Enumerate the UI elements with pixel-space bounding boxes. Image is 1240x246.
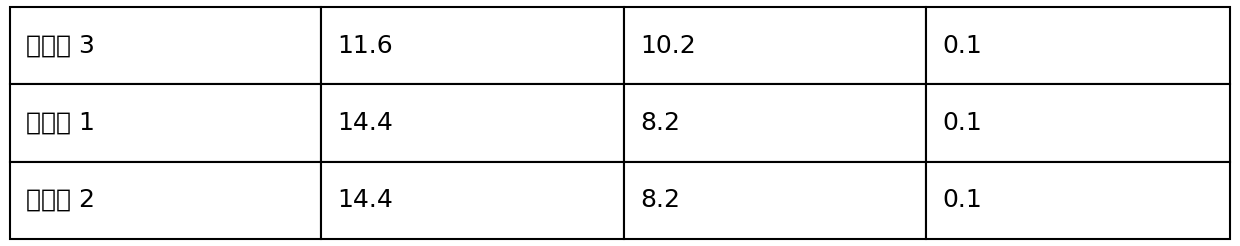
- Text: 14.4: 14.4: [337, 111, 393, 135]
- Text: 0.1: 0.1: [942, 111, 982, 135]
- Text: 14.4: 14.4: [337, 188, 393, 212]
- Bar: [624, 84, 926, 162]
- Text: 10.2: 10.2: [640, 34, 696, 58]
- Bar: [321, 7, 624, 84]
- Bar: [926, 162, 1230, 239]
- Bar: [10, 162, 321, 239]
- Text: 8.2: 8.2: [640, 111, 680, 135]
- Bar: [926, 7, 1230, 84]
- Text: 实施例 3: 实施例 3: [26, 34, 95, 58]
- Text: 0.1: 0.1: [942, 34, 982, 58]
- Bar: [321, 162, 624, 239]
- Text: 0.1: 0.1: [942, 188, 982, 212]
- Text: 11.6: 11.6: [337, 34, 393, 58]
- Bar: [624, 7, 926, 84]
- Bar: [10, 84, 321, 162]
- Bar: [10, 7, 321, 84]
- Text: 对比例 1: 对比例 1: [26, 111, 95, 135]
- Bar: [321, 84, 624, 162]
- Bar: [624, 162, 926, 239]
- Text: 8.2: 8.2: [640, 188, 680, 212]
- Text: 对比例 2: 对比例 2: [26, 188, 95, 212]
- Bar: [926, 84, 1230, 162]
